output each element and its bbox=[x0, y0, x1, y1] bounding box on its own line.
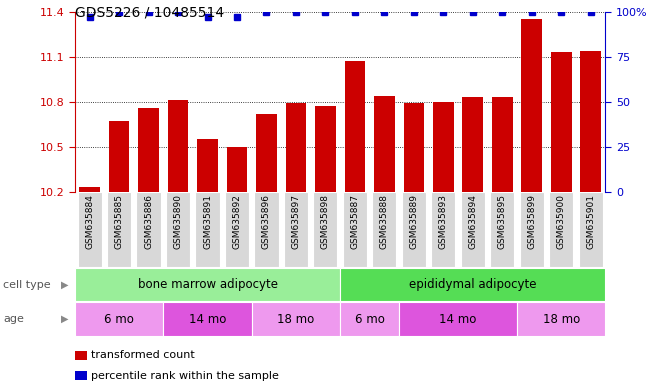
Text: 6 mo: 6 mo bbox=[104, 313, 134, 326]
Bar bbox=[551, 52, 572, 192]
Bar bbox=[517, 302, 605, 336]
Text: cell type: cell type bbox=[3, 280, 51, 290]
Text: GSM635899: GSM635899 bbox=[527, 194, 536, 249]
Text: GSM635888: GSM635888 bbox=[380, 194, 389, 249]
Text: GSM635897: GSM635897 bbox=[292, 194, 300, 249]
FancyBboxPatch shape bbox=[77, 192, 102, 267]
Bar bbox=[109, 121, 130, 192]
Bar bbox=[138, 108, 159, 192]
FancyBboxPatch shape bbox=[107, 192, 131, 267]
FancyBboxPatch shape bbox=[549, 192, 574, 267]
Text: GSM635891: GSM635891 bbox=[203, 194, 212, 249]
Text: GSM635895: GSM635895 bbox=[498, 194, 506, 249]
Bar bbox=[163, 302, 252, 336]
Bar bbox=[344, 61, 365, 192]
FancyBboxPatch shape bbox=[519, 192, 544, 267]
Text: GSM635887: GSM635887 bbox=[350, 194, 359, 249]
FancyBboxPatch shape bbox=[195, 192, 219, 267]
Text: GSM635892: GSM635892 bbox=[232, 194, 242, 249]
FancyBboxPatch shape bbox=[402, 192, 426, 267]
Text: GSM635890: GSM635890 bbox=[174, 194, 182, 249]
Text: bone marrow adipocyte: bone marrow adipocyte bbox=[137, 278, 277, 291]
Text: 6 mo: 6 mo bbox=[355, 313, 385, 326]
Text: GSM635894: GSM635894 bbox=[468, 194, 477, 249]
FancyBboxPatch shape bbox=[313, 192, 337, 267]
Bar bbox=[252, 302, 340, 336]
Text: percentile rank within the sample: percentile rank within the sample bbox=[91, 371, 279, 381]
Bar bbox=[374, 96, 395, 192]
Text: ▶: ▶ bbox=[61, 314, 69, 324]
Bar bbox=[256, 114, 277, 192]
FancyBboxPatch shape bbox=[461, 192, 485, 267]
Bar bbox=[492, 97, 512, 192]
FancyBboxPatch shape bbox=[343, 192, 367, 267]
Bar bbox=[340, 268, 605, 301]
Text: GSM635886: GSM635886 bbox=[144, 194, 153, 249]
Text: GSM635900: GSM635900 bbox=[557, 194, 566, 249]
FancyBboxPatch shape bbox=[579, 192, 603, 267]
Text: 14 mo: 14 mo bbox=[439, 313, 477, 326]
FancyBboxPatch shape bbox=[166, 192, 190, 267]
Bar bbox=[75, 268, 340, 301]
Text: GSM635884: GSM635884 bbox=[85, 194, 94, 249]
Bar bbox=[404, 103, 424, 192]
FancyBboxPatch shape bbox=[372, 192, 396, 267]
Bar bbox=[521, 19, 542, 192]
Bar bbox=[197, 139, 218, 192]
FancyBboxPatch shape bbox=[284, 192, 308, 267]
Text: GDS5226 / 10485514: GDS5226 / 10485514 bbox=[75, 6, 224, 20]
FancyBboxPatch shape bbox=[137, 192, 161, 267]
Text: 18 mo: 18 mo bbox=[277, 313, 314, 326]
Text: GSM635885: GSM635885 bbox=[115, 194, 124, 249]
Text: GSM635901: GSM635901 bbox=[586, 194, 595, 249]
Bar bbox=[227, 147, 247, 192]
Text: GSM635893: GSM635893 bbox=[439, 194, 448, 249]
Text: GSM635896: GSM635896 bbox=[262, 194, 271, 249]
Bar bbox=[581, 51, 601, 192]
Bar bbox=[340, 302, 399, 336]
Text: GSM635898: GSM635898 bbox=[321, 194, 330, 249]
FancyBboxPatch shape bbox=[225, 192, 249, 267]
Text: age: age bbox=[3, 314, 24, 324]
Text: ▶: ▶ bbox=[61, 280, 69, 290]
Bar bbox=[75, 302, 163, 336]
Bar bbox=[315, 106, 336, 192]
Text: 18 mo: 18 mo bbox=[542, 313, 580, 326]
Bar bbox=[168, 100, 188, 192]
Bar bbox=[399, 302, 517, 336]
Bar bbox=[79, 187, 100, 192]
FancyBboxPatch shape bbox=[490, 192, 514, 267]
FancyBboxPatch shape bbox=[255, 192, 279, 267]
Bar bbox=[433, 102, 454, 192]
Text: transformed count: transformed count bbox=[91, 350, 195, 360]
Bar bbox=[286, 103, 306, 192]
Text: GSM635889: GSM635889 bbox=[409, 194, 419, 249]
Text: 14 mo: 14 mo bbox=[189, 313, 226, 326]
FancyBboxPatch shape bbox=[431, 192, 456, 267]
Text: epididymal adipocyte: epididymal adipocyte bbox=[409, 278, 536, 291]
Bar bbox=[462, 97, 483, 192]
